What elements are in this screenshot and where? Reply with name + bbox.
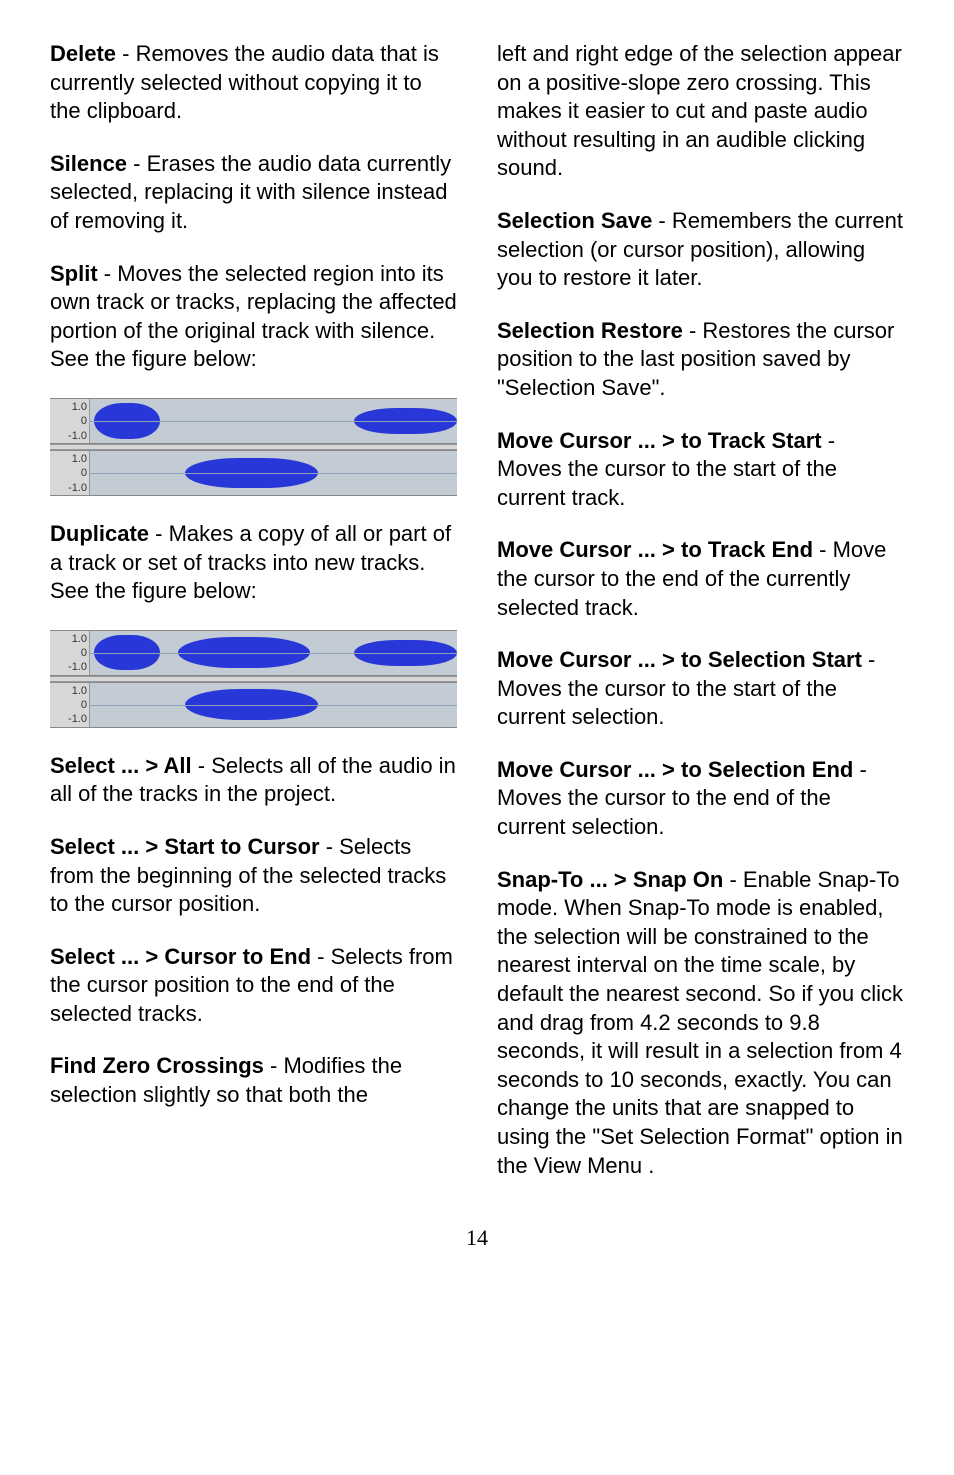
waveform-canvas bbox=[90, 451, 457, 495]
term: Select ... > All bbox=[50, 753, 192, 778]
sep: - bbox=[116, 41, 136, 66]
waveform-canvas bbox=[90, 399, 457, 443]
term: Move Cursor ... > to Track Start bbox=[497, 428, 822, 453]
term: Delete bbox=[50, 41, 116, 66]
term: Silence bbox=[50, 151, 127, 176]
left-column: Delete - Removes the audio data that is … bbox=[50, 40, 457, 1204]
scale-top: 1.0 bbox=[50, 452, 87, 466]
sep: - bbox=[311, 944, 331, 969]
entry-delete: Delete - Removes the audio data that is … bbox=[50, 40, 457, 126]
sep: - bbox=[149, 521, 169, 546]
two-column-layout: Delete - Removes the audio data that is … bbox=[50, 40, 904, 1204]
entry-select-all: Select ... > All - Selects all of the au… bbox=[50, 752, 457, 809]
waveform-scale: 1.0 0 -1.0 bbox=[50, 683, 90, 727]
waveform-blob bbox=[94, 635, 160, 670]
waveform-track: 1.0 0 -1.0 bbox=[50, 630, 457, 676]
waveform-scale: 1.0 0 -1.0 bbox=[50, 451, 90, 495]
entry-split: Split - Moves the selected region into i… bbox=[50, 260, 457, 374]
sep: - bbox=[683, 318, 703, 343]
desc: Moves the cursor to the end of the curre… bbox=[497, 785, 831, 839]
waveform-canvas bbox=[90, 683, 457, 727]
waveform-blob bbox=[178, 637, 310, 668]
term: Selection Save bbox=[497, 208, 652, 233]
sep: - bbox=[853, 757, 866, 782]
waveform-blob bbox=[354, 408, 457, 434]
scale-mid: 0 bbox=[50, 466, 87, 480]
waveform-blob bbox=[185, 689, 317, 720]
entry-silence: Silence - Erases the audio data currentl… bbox=[50, 150, 457, 236]
entry-find-zero-crossings: Find Zero Crossings - Modifies the selec… bbox=[50, 1052, 457, 1109]
sep: - bbox=[127, 151, 147, 176]
waveform-blob bbox=[94, 403, 160, 438]
sep: - bbox=[822, 428, 835, 453]
entry-zero-crossings-continued: left and right edge of the selection app… bbox=[497, 40, 904, 183]
scale-bot: -1.0 bbox=[50, 660, 87, 674]
term: Snap-To ... > Snap On bbox=[497, 867, 723, 892]
scale-top: 1.0 bbox=[50, 400, 87, 414]
waveform-scale: 1.0 0 -1.0 bbox=[50, 399, 90, 443]
term: Selection Restore bbox=[497, 318, 683, 343]
scale-bot: -1.0 bbox=[50, 429, 87, 443]
entry-move-cursor-track-end: Move Cursor ... > to Track End - Move th… bbox=[497, 536, 904, 622]
entry-move-cursor-track-start: Move Cursor ... > to Track Start - Moves… bbox=[497, 427, 904, 513]
desc: Enable Snap-To mode. When Snap-To mode i… bbox=[497, 867, 903, 1178]
term: Duplicate bbox=[50, 521, 149, 546]
desc: left and right edge of the selection app… bbox=[497, 41, 902, 180]
waveform-figure-duplicate: 1.0 0 -1.0 1.0 0 -1.0 bbox=[50, 630, 457, 728]
term: Find Zero Crossings bbox=[50, 1053, 264, 1078]
term: Select ... > Cursor to End bbox=[50, 944, 311, 969]
scale-top: 1.0 bbox=[50, 684, 87, 698]
desc: Moves the cursor to the start of the cur… bbox=[497, 456, 837, 510]
scale-bot: -1.0 bbox=[50, 481, 87, 495]
sep: - bbox=[192, 753, 212, 778]
entry-duplicate: Duplicate - Makes a copy of all or part … bbox=[50, 520, 457, 606]
sep: - bbox=[320, 834, 340, 859]
sep: - bbox=[264, 1053, 284, 1078]
scale-bot: -1.0 bbox=[50, 712, 87, 726]
sep: - bbox=[652, 208, 672, 233]
scale-mid: 0 bbox=[50, 414, 87, 428]
entry-move-cursor-selection-start: Move Cursor ... > to Selection Start - M… bbox=[497, 646, 904, 732]
page: Delete - Removes the audio data that is … bbox=[0, 0, 954, 1283]
right-column: left and right edge of the selection app… bbox=[497, 40, 904, 1204]
entry-select-start-to-cursor: Select ... > Start to Cursor - Selects f… bbox=[50, 833, 457, 919]
term: Select ... > Start to Cursor bbox=[50, 834, 320, 859]
waveform-figure-split: 1.0 0 -1.0 1.0 0 -1.0 bbox=[50, 398, 457, 496]
waveform-scale: 1.0 0 -1.0 bbox=[50, 631, 90, 675]
waveform-canvas bbox=[90, 631, 457, 675]
waveform-blob bbox=[354, 640, 457, 666]
sep: - bbox=[813, 537, 833, 562]
scale-mid: 0 bbox=[50, 698, 87, 712]
waveform-track: 1.0 0 -1.0 bbox=[50, 398, 457, 444]
term: Move Cursor ... > to Track End bbox=[497, 537, 813, 562]
desc: Moves the cursor to the start of the cur… bbox=[497, 676, 837, 730]
waveform-track: 1.0 0 -1.0 bbox=[50, 682, 457, 728]
entry-snap-on: Snap-To ... > Snap On - Enable Snap-To m… bbox=[497, 866, 904, 1181]
sep: - bbox=[98, 261, 118, 286]
term: Split bbox=[50, 261, 98, 286]
sep: - bbox=[723, 867, 743, 892]
waveform-track: 1.0 0 -1.0 bbox=[50, 450, 457, 496]
term: Move Cursor ... > to Selection Start bbox=[497, 647, 862, 672]
scale-mid: 0 bbox=[50, 646, 87, 660]
entry-selection-restore: Selection Restore - Restores the cursor … bbox=[497, 317, 904, 403]
scale-top: 1.0 bbox=[50, 632, 87, 646]
term: Move Cursor ... > to Selection End bbox=[497, 757, 853, 782]
sep: - bbox=[862, 647, 875, 672]
entry-selection-save: Selection Save - Remembers the current s… bbox=[497, 207, 904, 293]
entry-move-cursor-selection-end: Move Cursor ... > to Selection End - Mov… bbox=[497, 756, 904, 842]
waveform-blob bbox=[185, 458, 317, 489]
entry-select-cursor-to-end: Select ... > Cursor to End - Selects fro… bbox=[50, 943, 457, 1029]
page-number: 14 bbox=[50, 1224, 904, 1253]
